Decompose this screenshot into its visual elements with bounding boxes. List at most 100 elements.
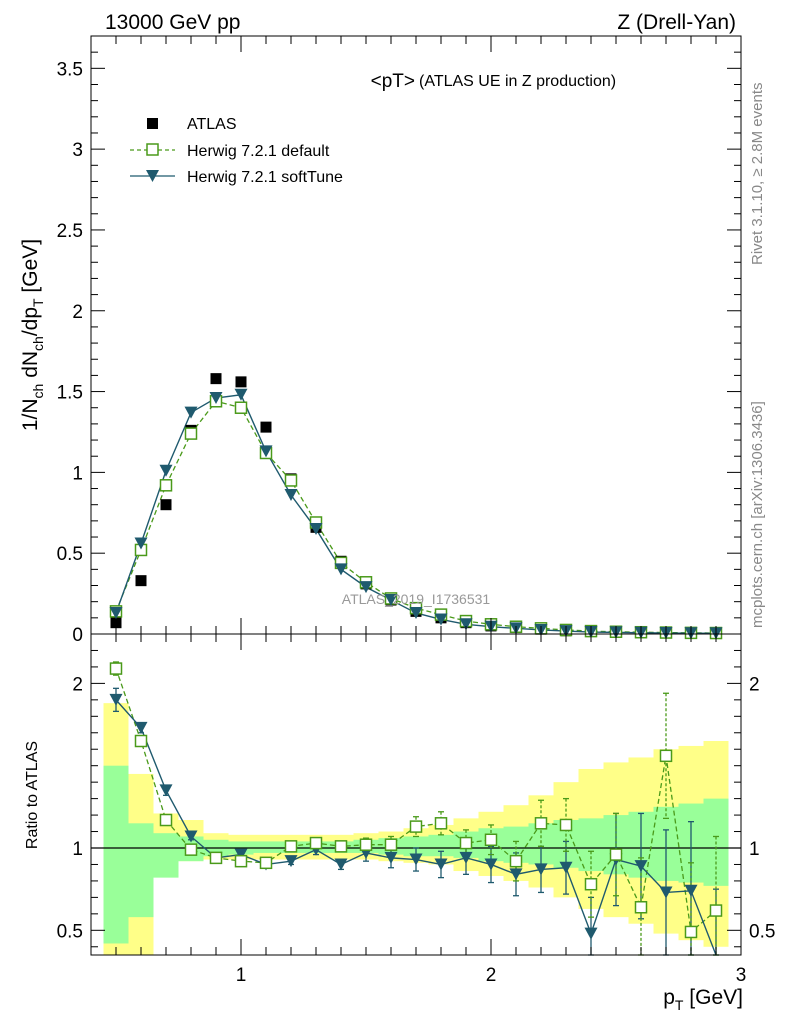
ratio-softtune-point <box>384 851 398 864</box>
default-point <box>234 401 248 414</box>
legend-atlas-label: ATLAS <box>187 116 237 133</box>
ratio-band-inner <box>253 841 279 853</box>
atlas-point <box>210 373 222 385</box>
ratio-default-point <box>109 662 123 675</box>
main-ylabel: 1/Nch dNch/dpT [GeV] <box>19 239 46 431</box>
ratio-softtune-point <box>559 861 573 874</box>
softtune-point <box>209 392 223 405</box>
ratio-softtune-point <box>334 858 348 871</box>
legend-atlas-marker <box>147 118 158 129</box>
main-ytick-label: 1 <box>72 463 83 484</box>
legend: ATLAS Herwig 7.2.1 default Herwig 7.2.1 … <box>130 116 343 186</box>
ratio-xtick-label: 2 <box>486 965 497 986</box>
main-ytick-label: 0 <box>72 625 83 646</box>
atlas-point <box>260 421 272 433</box>
chart-title: <pT> <box>371 71 415 92</box>
atlas-point <box>160 499 172 511</box>
legend-softtune-label: Herwig 7.2.1 softTune <box>187 169 343 186</box>
softtune-point <box>309 522 323 535</box>
ratio-softtune-point <box>584 927 598 940</box>
softtune-point <box>384 594 398 607</box>
header-right: Z (Drell-Yan) <box>617 11 736 34</box>
default-point <box>284 474 298 487</box>
ratio-softtune-point <box>484 858 498 871</box>
ratio-ytick-label: 0.5 <box>57 921 83 942</box>
softtune-point <box>234 388 248 401</box>
main-ytick-label: 0.5 <box>57 544 83 565</box>
ratio-xtick-label: 3 <box>736 965 747 986</box>
ratio-ytick-label: 2 <box>72 674 83 695</box>
ratio-softtune-point <box>234 848 248 861</box>
ratio-softtune-point <box>684 884 698 897</box>
legend-default-label: Herwig 7.2.1 default <box>187 143 330 160</box>
softtune-point <box>259 445 273 458</box>
ratio-default-point <box>309 836 323 850</box>
chart-subtitle: (ATLAS UE in Z production) <box>419 73 616 90</box>
atlas-point <box>135 575 147 587</box>
ratio-default-point <box>409 820 423 833</box>
ratio-default-point <box>559 818 573 832</box>
x-axis-label: pT [GeV] <box>663 986 743 1013</box>
ratio-softtune-point <box>634 860 648 873</box>
ratio-softtune-point <box>109 693 123 706</box>
ratio-panel: 1 2 3 0.5 0.5 1 1 2 2 Ratio to ATLAS <box>24 633 775 986</box>
ratio-default-point <box>184 843 198 856</box>
softtune-point <box>334 563 348 576</box>
main-ytick-label: 3 <box>72 140 83 161</box>
ratio-band-inner <box>403 836 429 857</box>
ratio-softtune-point <box>184 830 198 843</box>
ratio-ytick-label-right: 0.5 <box>749 921 775 942</box>
softtune-point <box>159 464 173 477</box>
main-x-ticks <box>115 36 717 634</box>
ratio-default-point <box>259 856 273 870</box>
ratio-softtune-point <box>409 853 423 866</box>
softtune-point <box>134 537 148 550</box>
mcplots-label: mcplots.cern.ch [arXiv:1306.3436] <box>749 401 766 628</box>
ratio-default-point <box>384 838 398 851</box>
ratio-default-point <box>709 904 723 917</box>
ratio-default-point <box>609 848 623 861</box>
ratio-softtune-point <box>534 863 548 876</box>
ratio-default-point <box>209 851 223 865</box>
ratio-default-point <box>684 925 698 939</box>
ratio-ytick-label-right: 2 <box>749 674 760 695</box>
ratio-default-point <box>459 836 473 850</box>
rivet-label: Rivet 3.1.10, ≥ 2.8M events <box>749 83 766 266</box>
ratio-default-point <box>159 813 173 827</box>
default-point <box>184 427 198 440</box>
watermark: ATLAS_2019_I1736531 <box>342 591 491 607</box>
ratio-default-point <box>434 817 448 830</box>
ratio-band-inner <box>153 833 179 878</box>
softtune-point <box>359 581 373 594</box>
ratio-softtune-point <box>659 886 673 899</box>
ratio-plot-area <box>91 661 741 956</box>
ratio-default-point <box>134 734 148 748</box>
legend-entry-default: Herwig 7.2.1 default <box>130 143 330 160</box>
ratio-default-point <box>534 817 548 830</box>
ratio-ytick-label-right: 1 <box>749 839 760 860</box>
softtune-point <box>184 406 198 419</box>
ratio-default-point <box>659 749 673 763</box>
main-ytick-label: 1.5 <box>57 383 83 404</box>
softtune-point <box>109 606 123 619</box>
ratio-axes: 1 2 3 0.5 0.5 1 1 2 2 <box>57 634 775 986</box>
ratio-softtune-point <box>509 868 523 881</box>
ratio-band-inner <box>428 834 454 857</box>
legend-entry-softtune: Herwig 7.2.1 softTune <box>130 169 343 186</box>
ratio-softtune-point <box>284 855 298 868</box>
ratio-default-point <box>634 901 648 914</box>
ratio-softtune-point <box>459 851 473 864</box>
legend-default-marker <box>146 143 159 156</box>
main-ytick-label: 2.5 <box>57 221 83 242</box>
ratio-default-point <box>334 840 348 853</box>
ratio-default-point <box>484 833 498 847</box>
ratio-softtune-point <box>159 784 173 797</box>
ratio-softtune-point <box>434 858 448 871</box>
legend-entry-atlas: ATLAS <box>147 116 237 133</box>
softtune-point <box>409 606 423 619</box>
main-y-axis: 0 0.5 1 1.5 2 2.5 3 3.5 <box>57 51 741 646</box>
atlas-point <box>110 617 122 629</box>
softtune-point <box>459 618 473 631</box>
softtune-point <box>434 613 448 626</box>
